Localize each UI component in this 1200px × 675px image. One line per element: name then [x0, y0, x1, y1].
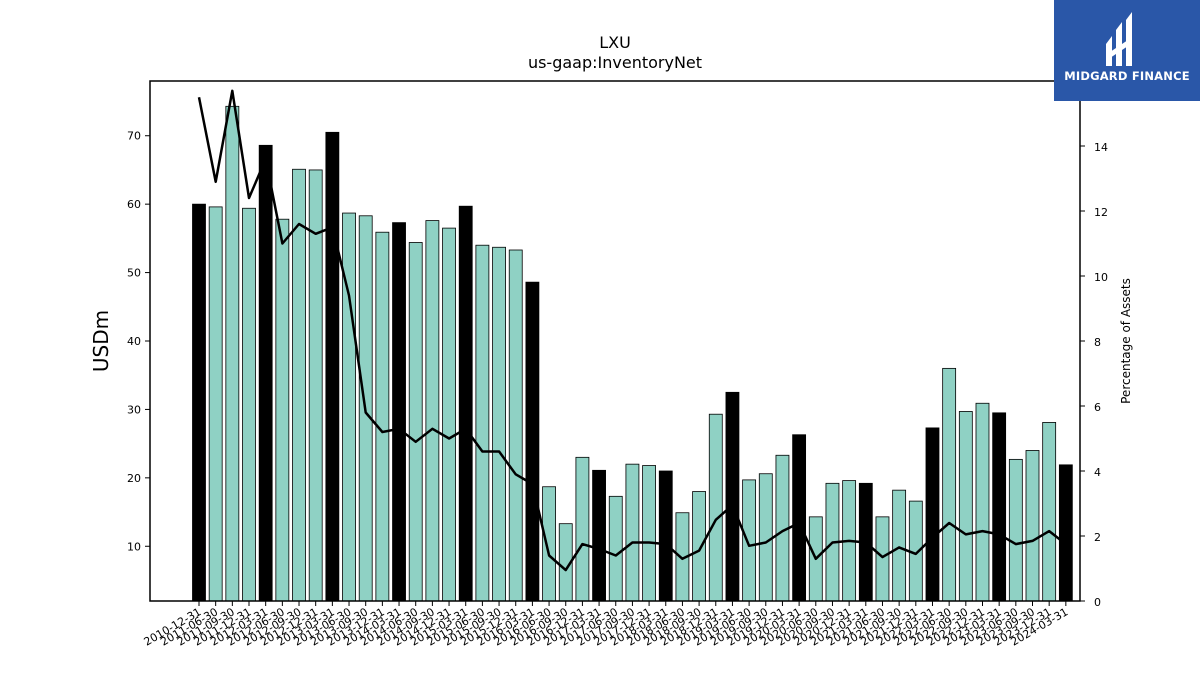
bar — [875, 516, 890, 602]
bar — [292, 168, 306, 602]
y2-tick-label: 2 — [1094, 531, 1101, 544]
bar — [342, 212, 356, 602]
y2-tick-label: 0 — [1094, 596, 1101, 609]
y-tick-label: 50 — [127, 267, 141, 280]
y2-tick-label: 4 — [1094, 466, 1101, 479]
chart-title: LXU — [599, 33, 631, 52]
bar — [1058, 464, 1073, 602]
logo-text: MIDGARD FINANCE — [1064, 69, 1190, 83]
bar — [408, 242, 423, 602]
bar — [942, 367, 957, 602]
bar — [275, 218, 290, 602]
y-tick-label: 10 — [127, 540, 141, 553]
y2-tick-label: 8 — [1094, 336, 1101, 349]
bar — [992, 412, 1007, 602]
y-tick-label: 30 — [127, 403, 141, 416]
bar — [525, 281, 540, 602]
bar — [892, 489, 907, 602]
bar — [225, 105, 240, 602]
bar — [792, 434, 807, 602]
bar — [1008, 458, 1023, 602]
y2-axis-label: Percentage of Assets — [1119, 278, 1133, 404]
bar — [458, 205, 473, 602]
y-tick-label: 60 — [127, 198, 141, 211]
bar — [442, 227, 456, 602]
bar — [725, 391, 740, 602]
bar — [1025, 450, 1040, 602]
bar — [425, 220, 440, 602]
bar — [742, 479, 757, 602]
bar — [925, 427, 940, 602]
y2-tick-label: 12 — [1094, 206, 1108, 219]
bar — [592, 469, 606, 602]
bar — [258, 144, 273, 602]
bar — [242, 207, 256, 602]
bar — [708, 413, 723, 602]
midgard-logo: MIDGARD FINANCE — [1054, 0, 1200, 101]
y2-tick-label: 10 — [1094, 271, 1108, 284]
percentage-line — [197, 89, 1067, 572]
bar — [208, 206, 223, 602]
bar — [608, 495, 623, 602]
bar — [492, 246, 506, 602]
y2-tick-label: 14 — [1094, 141, 1108, 154]
y-axis-label: USDm — [89, 310, 113, 372]
bar — [658, 470, 673, 602]
y-tick-label: 20 — [127, 472, 141, 485]
bar — [508, 249, 523, 602]
y-tick-label: 40 — [127, 335, 141, 348]
midgard-logo-icon — [1106, 12, 1132, 66]
bar — [642, 465, 656, 602]
y-tick-label: 70 — [127, 130, 141, 143]
bar — [575, 456, 590, 602]
bar — [392, 222, 406, 602]
bar — [1042, 422, 1057, 602]
chart-subtitle: us-gaap:InventoryNet — [528, 53, 702, 72]
bar — [475, 244, 490, 602]
bar — [975, 402, 990, 602]
bar — [958, 411, 973, 602]
bar — [542, 486, 556, 602]
bar — [192, 203, 206, 602]
bar — [325, 131, 340, 602]
bar — [375, 231, 390, 602]
bar — [758, 473, 773, 602]
y2-tick-label: 6 — [1094, 401, 1101, 414]
bar — [692, 491, 706, 602]
bar — [625, 463, 640, 602]
